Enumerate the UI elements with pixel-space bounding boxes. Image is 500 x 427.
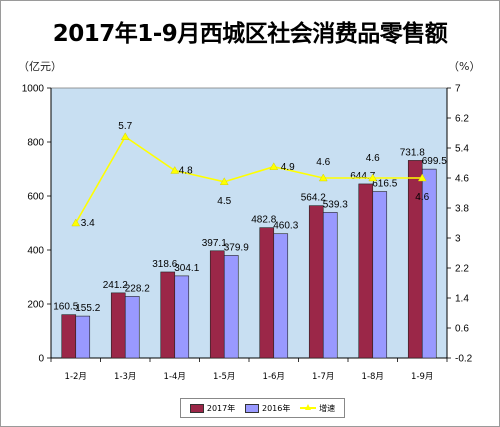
growth-label: 4.5 xyxy=(217,196,231,207)
bar-2017 xyxy=(358,183,374,359)
x-axis-tick-label: 1-8月 xyxy=(362,372,384,382)
legend-line-growth xyxy=(300,404,317,410)
growth-marker xyxy=(417,173,427,182)
bar-2016 xyxy=(223,255,239,359)
growth-marker xyxy=(71,218,81,227)
bar-2016 xyxy=(124,296,140,359)
legend-swatch-2016 xyxy=(244,403,259,413)
left-axis-tick-label: 600 xyxy=(27,192,44,203)
legend-swatch-2017 xyxy=(189,403,204,413)
left-axis-tick-label: 200 xyxy=(27,300,44,311)
bar-2017-label: 644.7 xyxy=(350,171,375,182)
bar-2016 xyxy=(322,212,338,359)
left-axis-tick-label: 1000 xyxy=(22,84,45,95)
bar-2017-label: 241.2 xyxy=(103,280,128,291)
growth-label: 4.6 xyxy=(415,192,429,203)
right-axis-tick-label: 2.2 xyxy=(455,264,469,275)
growth-marker xyxy=(318,173,328,182)
x-axis-tick-label: 1-4月 xyxy=(164,372,186,382)
growth-label: 3.4 xyxy=(81,218,95,229)
left-axis-unit: （亿元） xyxy=(18,60,62,73)
growth-label: 4.9 xyxy=(281,162,295,173)
right-axis-tick-label: 4.6 xyxy=(455,174,469,185)
bar-2016-label: 616.5 xyxy=(372,179,397,190)
chart-title: 2017年1-9月西城区社会消费品零售额 xyxy=(52,21,448,47)
x-axis-tick-label: 1-6月 xyxy=(263,372,285,382)
bar-2017-label: 564.2 xyxy=(301,193,326,204)
bar-2017 xyxy=(110,292,126,359)
right-axis-tick-label: 0.6 xyxy=(455,324,469,335)
growth-marker xyxy=(368,173,378,182)
legend-item-2017: 2017年 xyxy=(189,403,236,414)
legend-label-2017: 2017年 xyxy=(206,403,236,413)
bar-2017-label: 731.8 xyxy=(400,147,425,158)
legend: 2017年 2016年 增速 xyxy=(180,398,345,418)
x-axis-tick-label: 1-9月 xyxy=(411,372,433,382)
left-axis-tick-label: 800 xyxy=(27,138,44,149)
bar-2016-label: 155.2 xyxy=(75,303,100,314)
right-axis-tick-label: 6.2 xyxy=(455,114,469,125)
x-axis-tick-label: 1-5月 xyxy=(213,372,235,382)
growth-label: 4.6 xyxy=(366,153,380,164)
bar-2016-label: 460.3 xyxy=(273,221,298,232)
right-axis-tick-label: 3.8 xyxy=(455,204,469,215)
bar-2017-label: 160.5 xyxy=(53,302,78,313)
bar-2016-label: 539.3 xyxy=(323,199,348,210)
bar-2017 xyxy=(61,314,77,359)
right-axis-tick-label: 5.4 xyxy=(455,144,469,155)
bar-2017-label: 397.1 xyxy=(202,238,227,249)
right-axis-unit: （%） xyxy=(448,60,481,73)
bar-2017 xyxy=(308,205,324,359)
right-axis-tick-label: 7 xyxy=(455,84,461,95)
growth-label: 4.6 xyxy=(316,157,330,168)
bar-2017 xyxy=(160,271,176,359)
legend-label-growth: 增速 xyxy=(319,403,336,413)
bar-2016-label: 379.9 xyxy=(224,242,249,253)
legend-label-2016: 2016年 xyxy=(261,403,291,413)
bar-2017 xyxy=(407,160,423,359)
left-axis-tick-label: 0 xyxy=(38,354,44,365)
right-axis-tick-label: -0.2 xyxy=(455,354,473,365)
x-axis-tick-label: 1-3月 xyxy=(114,372,136,382)
bar-2017 xyxy=(209,250,225,359)
left-axis-tick-label: 400 xyxy=(27,246,44,257)
bar-2017-label: 318.6 xyxy=(152,259,177,270)
right-axis-tick-label: 1.4 xyxy=(455,294,469,305)
legend-item-2016: 2016年 xyxy=(244,403,291,414)
bar-2016-label: 304.1 xyxy=(174,263,199,274)
bar-2016 xyxy=(273,233,289,359)
bar-2016-label: 699.5 xyxy=(422,156,447,167)
right-axis-tick-label: 3 xyxy=(455,234,461,245)
bar-2017 xyxy=(259,227,275,359)
growth-marker xyxy=(170,166,180,174)
x-axis-tick-label: 1-2月 xyxy=(65,372,87,382)
growth-marker xyxy=(219,177,229,185)
legend-item-growth: 增速 xyxy=(300,403,335,414)
bar-2016 xyxy=(75,315,91,359)
x-axis-tick-label: 1-7月 xyxy=(312,372,334,382)
growth-marker xyxy=(269,162,279,170)
growth-marker xyxy=(120,132,130,140)
bar-2016 xyxy=(372,191,388,359)
bar-2016 xyxy=(174,275,190,359)
bar-2017-label: 482.8 xyxy=(251,215,276,226)
bar-2016 xyxy=(421,168,437,359)
plot-area xyxy=(50,87,448,359)
growth-label: 5.7 xyxy=(118,121,132,132)
growth-line xyxy=(75,135,423,224)
bar-2016-label: 228.2 xyxy=(125,283,150,294)
growth-label: 4.8 xyxy=(179,166,193,177)
